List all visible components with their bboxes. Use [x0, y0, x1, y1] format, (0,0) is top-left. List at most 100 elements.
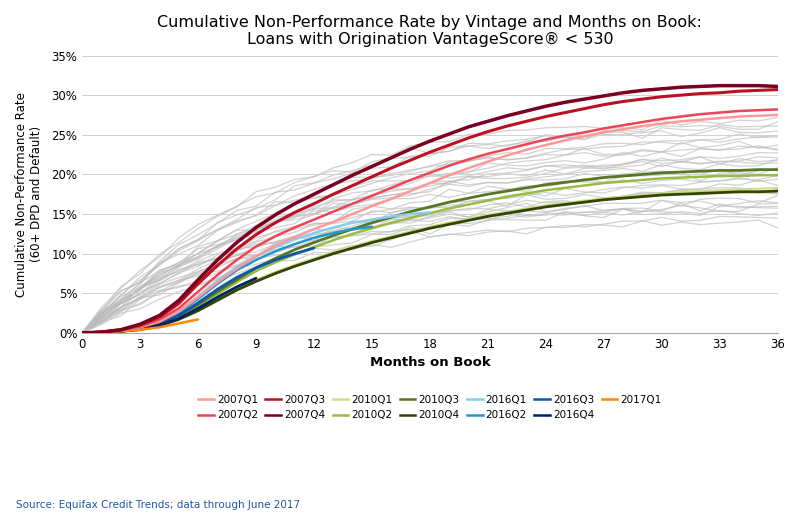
2010Q4 — [618, 195, 628, 201]
2007Q3 — [522, 118, 531, 124]
2010Q4 — [522, 207, 531, 213]
2010Q2 — [464, 202, 474, 208]
Y-axis label: Cumulative Non-Performance Rate
(60+ DPD and Default): Cumulative Non-Performance Rate (60+ DPD… — [15, 92, 43, 297]
2010Q1 — [213, 297, 222, 303]
2010Q2 — [444, 205, 454, 211]
2007Q4 — [232, 240, 242, 246]
2010Q1 — [154, 322, 164, 328]
2007Q2 — [78, 330, 87, 336]
2010Q1 — [116, 328, 126, 334]
2007Q3 — [78, 330, 87, 336]
2010Q2 — [580, 183, 590, 189]
2007Q4 — [406, 146, 415, 152]
2007Q3 — [251, 231, 261, 238]
2007Q4 — [522, 108, 531, 114]
2016Q3 — [290, 250, 299, 256]
2007Q1 — [618, 126, 628, 132]
2010Q4 — [154, 323, 164, 329]
2016Q2 — [232, 267, 242, 273]
2007Q3 — [232, 246, 242, 252]
2007Q4 — [483, 118, 493, 124]
2016Q1 — [406, 211, 415, 217]
2010Q3 — [638, 171, 647, 177]
2007Q3 — [618, 98, 628, 105]
2007Q2 — [580, 129, 590, 135]
2010Q4 — [194, 308, 203, 314]
2010Q2 — [154, 321, 164, 327]
2010Q3 — [135, 325, 145, 331]
2016Q1 — [97, 329, 106, 335]
2010Q1 — [78, 330, 87, 336]
2007Q2 — [483, 151, 493, 157]
2010Q2 — [386, 220, 396, 226]
2010Q4 — [232, 287, 242, 293]
Text: Source: Equifax Credit Trends; data through June 2017: Source: Equifax Credit Trends; data thro… — [16, 501, 300, 510]
2007Q1 — [290, 234, 299, 240]
2016Q3 — [194, 300, 203, 306]
2007Q4 — [560, 99, 570, 105]
2007Q2 — [444, 163, 454, 169]
2016Q2 — [97, 329, 106, 335]
2010Q2 — [599, 180, 609, 186]
2010Q1 — [270, 269, 280, 275]
2010Q1 — [194, 307, 203, 313]
2007Q1 — [580, 133, 590, 140]
2007Q3 — [194, 281, 203, 287]
2017Q1 — [97, 329, 106, 335]
2007Q3 — [773, 87, 782, 93]
2007Q3 — [406, 157, 415, 163]
2017Q1 — [154, 324, 164, 330]
2010Q1 — [599, 195, 609, 201]
2007Q1 — [638, 123, 647, 129]
2007Q1 — [444, 172, 454, 179]
2010Q4 — [695, 190, 705, 196]
2007Q2 — [464, 156, 474, 163]
2016Q2 — [78, 330, 87, 336]
2010Q2 — [406, 215, 415, 221]
2010Q4 — [213, 298, 222, 304]
2010Q2 — [116, 328, 126, 334]
2007Q1 — [194, 294, 203, 300]
2016Q2 — [116, 327, 126, 333]
2016Q4 — [251, 275, 261, 281]
2007Q2 — [754, 107, 763, 113]
2007Q3 — [367, 174, 377, 180]
2016Q1 — [348, 220, 358, 226]
2007Q1 — [232, 266, 242, 272]
2007Q4 — [386, 155, 396, 161]
2010Q4 — [638, 193, 647, 200]
2007Q3 — [135, 322, 145, 328]
2010Q2 — [657, 175, 666, 182]
2007Q4 — [78, 330, 87, 336]
Line: 2010Q2: 2010Q2 — [82, 175, 778, 333]
2007Q2 — [348, 201, 358, 207]
2007Q1 — [329, 219, 338, 225]
2017Q1 — [78, 330, 87, 336]
2010Q1 — [174, 315, 183, 322]
Line: 2007Q4: 2007Q4 — [82, 86, 778, 333]
2016Q4 — [174, 315, 183, 322]
2007Q1 — [135, 324, 145, 330]
2010Q2 — [695, 174, 705, 180]
2010Q1 — [754, 186, 763, 192]
2016Q2 — [194, 295, 203, 302]
2007Q1 — [734, 113, 744, 120]
2010Q3 — [78, 330, 87, 336]
2016Q2 — [154, 320, 164, 326]
2010Q4 — [734, 189, 744, 195]
2007Q1 — [425, 180, 434, 186]
2016Q3 — [251, 265, 261, 271]
2010Q3 — [367, 220, 377, 226]
2010Q1 — [444, 220, 454, 226]
2016Q2 — [270, 248, 280, 254]
2016Q3 — [232, 274, 242, 281]
Title: Cumulative Non-Performance Rate by Vintage and Months on Book:
Loans with Origin: Cumulative Non-Performance Rate by Vinta… — [158, 15, 702, 47]
2007Q2 — [154, 317, 164, 323]
2007Q3 — [97, 329, 106, 335]
2007Q2 — [194, 289, 203, 295]
2007Q4 — [599, 93, 609, 99]
2010Q3 — [444, 199, 454, 205]
2010Q4 — [116, 328, 126, 334]
2007Q3 — [213, 263, 222, 269]
2016Q3 — [309, 245, 318, 251]
